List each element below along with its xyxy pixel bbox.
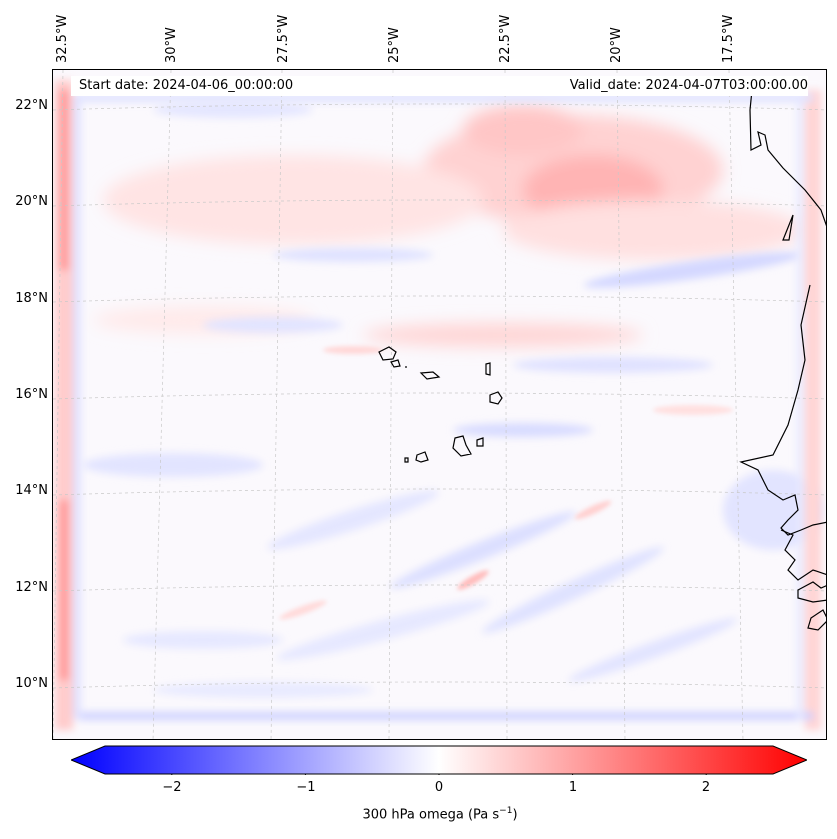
bissagos-islands [797,581,826,603]
coastal-island-2 [807,609,826,631]
colorbar-gradient [71,745,807,775]
coastlines [378,79,826,631]
date-info-bar [71,76,808,96]
field-north-positive [93,105,803,347]
colorbar [71,745,807,775]
island-sao-vicente [390,359,401,368]
island-santo-antao [378,346,397,361]
field-positive-streaks [279,346,733,620]
africa-coast-north [749,79,826,227]
island-santiago [452,435,472,457]
colorbar-tick-0: 0 [434,780,444,795]
colorbar-tick-2: 2 [701,780,711,795]
lon-label-27-5w: 27.5°W [276,14,291,63]
lat-label-10n: 10°N [15,676,48,691]
graticule [53,70,826,739]
guinea-bissau-coast [780,529,826,581]
omega-field-map [53,70,826,739]
lon-label-20w: 20°W [609,27,624,63]
valid-date-text: Valid_date: 2024-04-07T03:00:00.00 [569,78,808,93]
island-maio [476,437,484,447]
island-brava [404,457,409,463]
island-sao-nicolau [419,371,441,380]
lat-label-12n: 12°N [15,580,48,595]
boundary-artifacts [55,80,821,730]
lat-label-14n: 14°N [15,483,48,498]
lon-label-22-5w: 22.5°W [498,14,513,63]
lat-label-22n: 22°N [15,98,48,113]
field-negative-streaks [83,102,823,698]
start-date-text: Start date: 2024-04-06_00:00:00 [79,78,294,93]
island-boa-vista [489,391,503,405]
lon-label-17-5w: 17.5°W [721,14,736,63]
lat-label-16n: 16°N [15,387,48,402]
lat-label-18n: 18°N [15,291,48,306]
colorbar-tick-minus2: −2 [162,780,182,795]
lon-label-32-5w: 32.5°W [55,14,70,63]
island-sal [485,362,491,376]
colorbar-tick-1: 1 [568,780,578,795]
colorbar-label: 300 hPa omega (Pa s−1) [362,806,518,823]
lat-label-20n: 20°N [15,194,48,209]
island-fogo [415,451,429,463]
lon-label-30w: 30°W [164,27,179,63]
colorbar-tick-minus1: −1 [296,780,316,795]
lon-label-25w: 25°W [387,27,402,63]
map-panel [52,69,827,740]
coast-island [782,214,794,241]
